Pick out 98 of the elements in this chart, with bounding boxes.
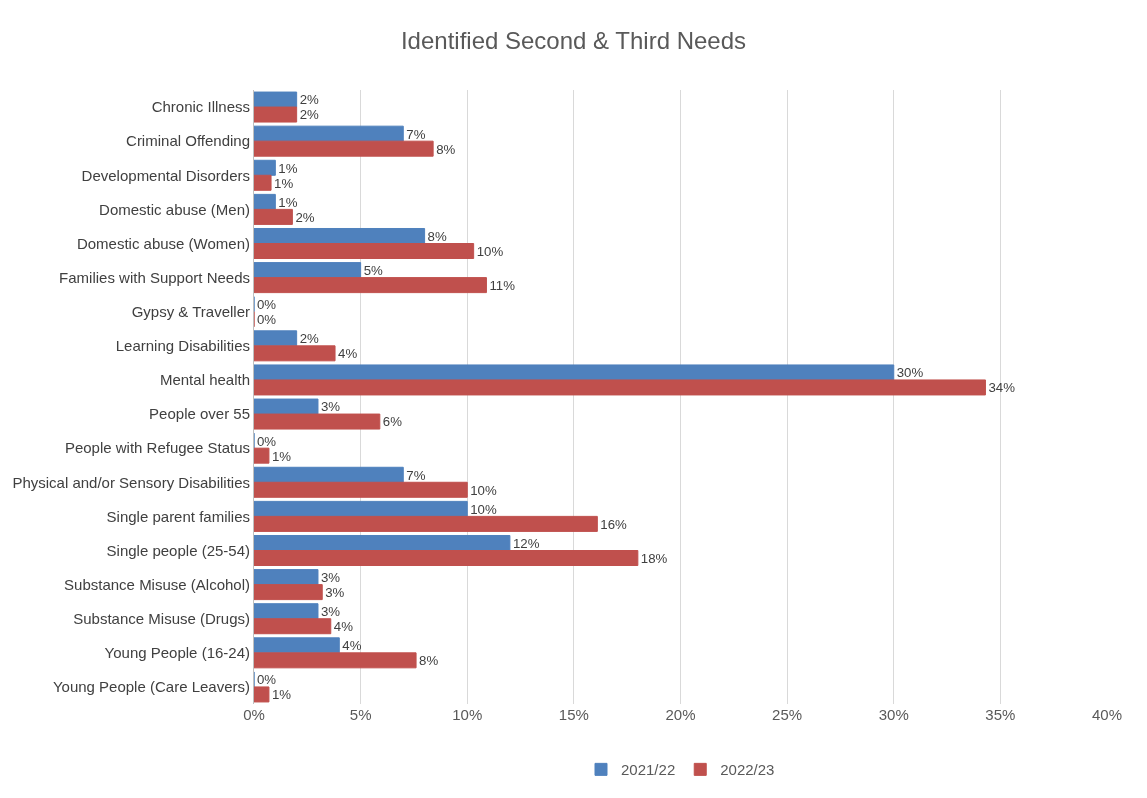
data-label: 18% xyxy=(640,550,668,566)
bar xyxy=(254,379,986,396)
data-label: 1% xyxy=(278,160,298,176)
data-label: 6% xyxy=(382,414,403,430)
data-label: 0% xyxy=(257,672,277,688)
bar xyxy=(254,398,319,415)
bar xyxy=(254,466,404,483)
data-label: 34% xyxy=(988,380,1016,396)
bar xyxy=(254,500,468,517)
data-label: 8% xyxy=(419,653,439,669)
data-label: 0% xyxy=(257,433,277,449)
y-tick-label: Gypsy & Traveller xyxy=(131,302,250,320)
data-label: 3% xyxy=(325,584,345,600)
bar xyxy=(254,140,434,157)
bar xyxy=(254,227,426,244)
data-label: 8% xyxy=(427,228,447,244)
data-label: 2% xyxy=(295,209,315,225)
y-tick-label: Domestic abuse (Women) xyxy=(76,234,250,252)
y-tick-label: Families with Support Needs xyxy=(59,268,250,286)
bar xyxy=(254,262,362,279)
y-tick-label: Physical and/or Sensory Disabilities xyxy=(12,473,250,491)
data-label: 12% xyxy=(512,535,540,551)
data-label: 1% xyxy=(271,687,292,703)
data-label: 4% xyxy=(338,346,358,362)
bar xyxy=(254,569,319,586)
x-tick-label: 25% xyxy=(772,706,803,723)
bar xyxy=(254,686,270,703)
bar xyxy=(254,193,276,210)
data-label: 8% xyxy=(436,141,456,157)
bar xyxy=(254,618,332,635)
y-tick-label: Domestic abuse (Men) xyxy=(99,200,250,218)
data-label: 3% xyxy=(320,399,341,415)
legend-label: 2021/22 xyxy=(621,761,676,779)
data-label: 11% xyxy=(489,277,516,293)
bar xyxy=(254,447,270,464)
bar xyxy=(254,106,298,123)
legend-label: 2022/23 xyxy=(720,761,775,779)
data-label: 1% xyxy=(274,175,294,191)
bar xyxy=(254,637,340,654)
y-tick-label: People over 55 xyxy=(149,405,250,423)
bar xyxy=(254,174,272,191)
bar xyxy=(254,515,598,532)
data-label: 3% xyxy=(320,569,341,585)
x-tick-label: 15% xyxy=(558,706,589,723)
x-tick-label: 35% xyxy=(985,706,1016,723)
data-label: 2% xyxy=(299,92,320,108)
data-label: 1% xyxy=(271,448,292,464)
y-tick-label: Learning Disabilities xyxy=(115,337,250,355)
data-label: 3% xyxy=(320,604,341,620)
bar xyxy=(254,208,293,225)
data-label: 5% xyxy=(363,262,383,278)
y-tick-label: Criminal Offending xyxy=(126,132,250,150)
bar xyxy=(254,277,487,294)
chart-title: Identified Second & Third Needs xyxy=(400,26,747,54)
y-tick-label: Mental health xyxy=(159,371,250,389)
y-tick-label: Substance Misuse (Drugs) xyxy=(73,609,250,627)
data-label: 10% xyxy=(470,482,497,498)
data-label: 0% xyxy=(257,297,277,313)
bar xyxy=(254,550,639,567)
y-tick-label: Single parent families xyxy=(106,507,250,525)
data-label: 10% xyxy=(476,243,504,259)
data-label: 7% xyxy=(406,126,426,142)
y-tick-label: Developmental Disorders xyxy=(81,166,250,184)
bar xyxy=(254,364,895,381)
bar xyxy=(254,125,404,142)
bar xyxy=(254,652,417,669)
bar xyxy=(254,584,323,601)
x-tick-label: 10% xyxy=(452,706,483,723)
y-tick-label: People with Refugee Status xyxy=(64,439,250,457)
x-tick-label: 20% xyxy=(665,706,696,723)
bar xyxy=(254,534,511,551)
bar xyxy=(254,330,298,347)
x-tick-label: 30% xyxy=(878,706,909,723)
data-label: 4% xyxy=(342,638,362,654)
y-tick-label: Young People (16-24) xyxy=(104,644,250,662)
bar xyxy=(254,159,276,176)
x-tick-label: 0% xyxy=(243,706,265,723)
data-label: 30% xyxy=(896,365,924,381)
data-label: 2% xyxy=(299,107,320,123)
data-label: 2% xyxy=(299,331,320,347)
bar xyxy=(254,413,381,430)
bar xyxy=(254,243,475,260)
data-label: 0% xyxy=(257,312,277,328)
bar xyxy=(254,91,298,108)
data-label: 1% xyxy=(278,194,298,210)
x-tick-label: 5% xyxy=(349,706,372,723)
data-label: 7% xyxy=(406,467,426,483)
y-tick-label: Single people (25-54) xyxy=(106,541,250,559)
y-tick-label: Substance Misuse (Alcohol) xyxy=(64,575,250,593)
bar xyxy=(254,345,336,362)
data-label: 10% xyxy=(470,501,497,517)
bar xyxy=(254,603,319,620)
data-label: 16% xyxy=(600,516,628,532)
bar xyxy=(254,481,468,498)
y-tick-label: Chronic Illness xyxy=(151,98,250,116)
data-label: 4% xyxy=(333,619,354,635)
y-tick-label: Young People (Care Leavers) xyxy=(52,678,250,696)
x-tick-label: 40% xyxy=(1091,706,1123,723)
